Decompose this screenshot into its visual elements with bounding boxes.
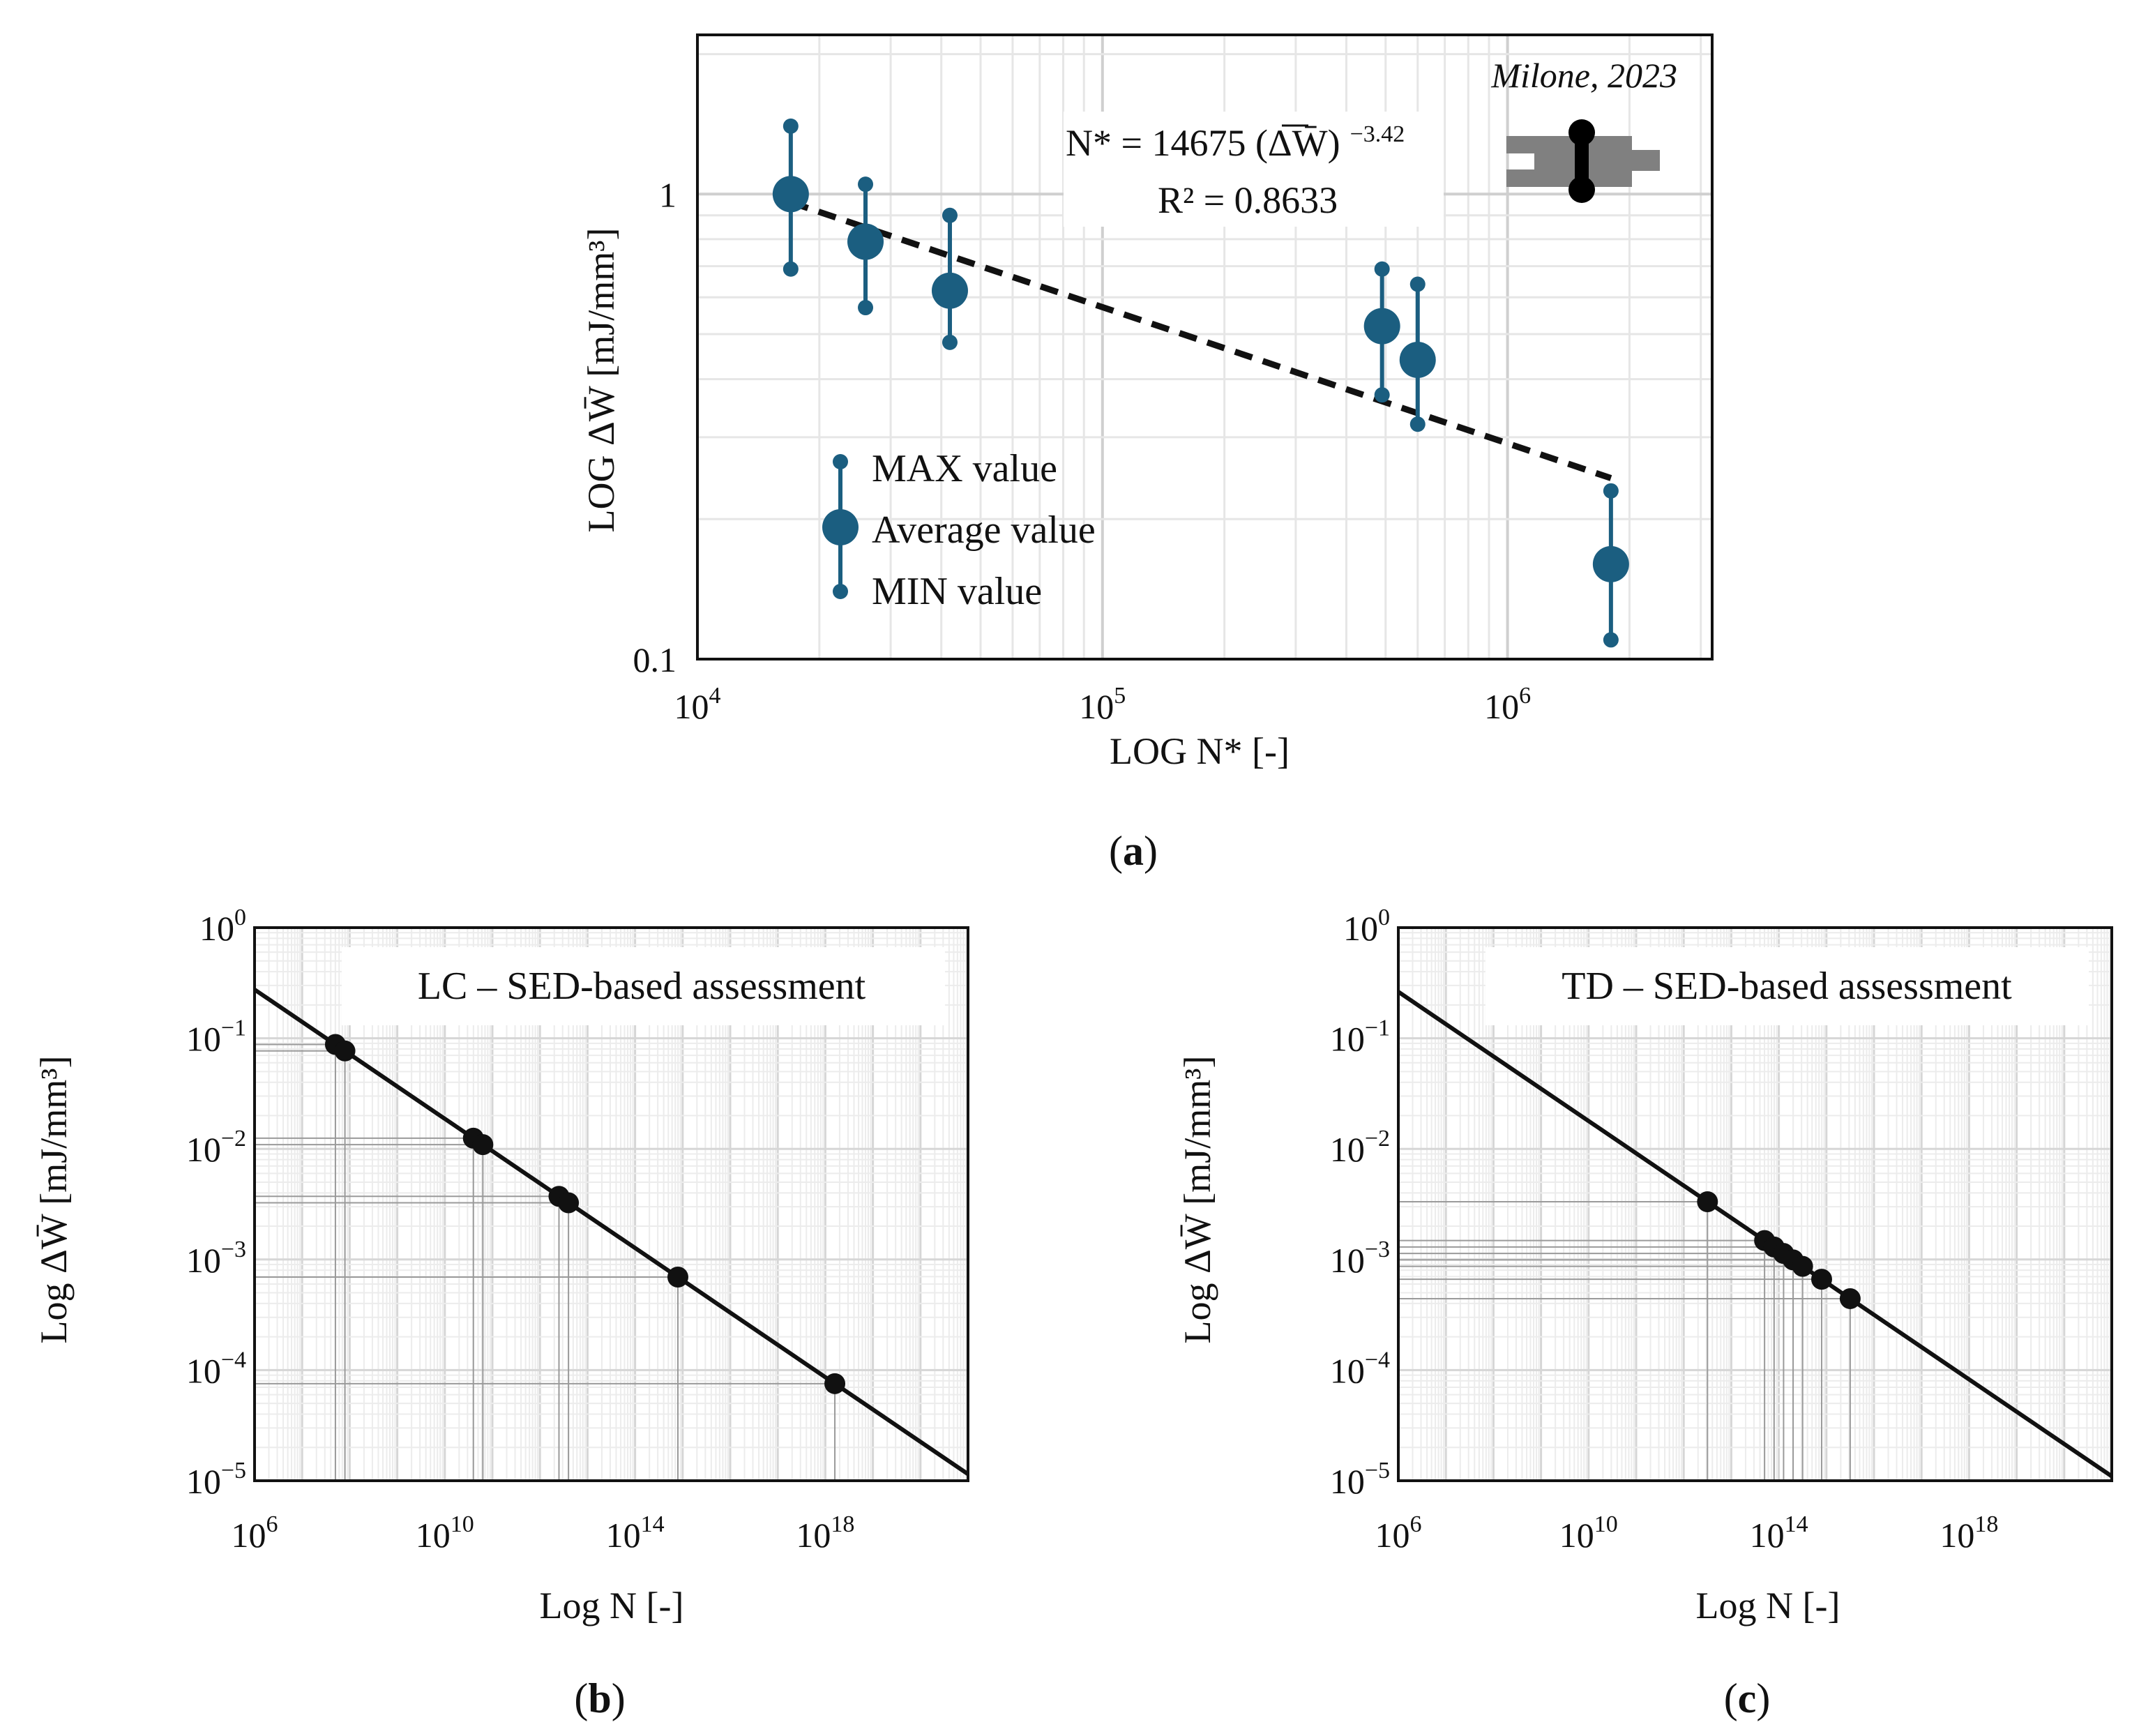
legend-label: Average value [872, 508, 1096, 552]
legend-max-marker [833, 454, 848, 469]
max-point [1374, 261, 1390, 277]
data-point [824, 1373, 846, 1394]
equation-box [1064, 112, 1444, 227]
chart-b-fit-line-group [253, 988, 969, 1476]
legend-label: MAX value [872, 447, 1057, 490]
y-tick-label: 10−1 [1330, 1016, 1390, 1059]
chart-c-tick-labels: 106 1010 1014 1018 100 10−1 10−2 10−3 10−4 10−5 [1330, 905, 1999, 1555]
specimen-icon [1506, 119, 1660, 203]
chart-b-frame [253, 926, 969, 1482]
chart-c-y-axis-label: Log ΔW̄ [mJ/mm³] [1177, 1056, 1218, 1344]
y-tick-label: 10−1 [186, 1016, 246, 1059]
x-tick-label: 1010 [416, 1511, 474, 1555]
max-point [1409, 276, 1426, 292]
max-point [1603, 483, 1619, 499]
y-tick-label: 100 [1343, 905, 1390, 948]
data-point [1697, 1191, 1718, 1213]
y-tick-label: 0.1 [633, 640, 677, 679]
average-point [1592, 545, 1629, 582]
y-tick-label: 10−2 [1330, 1126, 1390, 1169]
data-point [1792, 1255, 1813, 1277]
data-point [558, 1192, 580, 1214]
r2-text: R² = 0.8633 [1158, 179, 1338, 221]
x-tick-label: 106 [232, 1511, 278, 1555]
legend-label: MIN value [872, 570, 1042, 613]
legend-average-marker [822, 509, 859, 545]
chart-c-projection-lines [1398, 1201, 1851, 1481]
max-point [858, 176, 874, 193]
x-tick-label: 105 [1079, 683, 1126, 726]
y-tick-label: 10−3 [1330, 1237, 1390, 1280]
chart-a-legend: MAX value Average value MIN value [822, 447, 1096, 613]
min-point [783, 261, 799, 277]
average-point [847, 223, 884, 260]
min-point [1374, 387, 1390, 403]
chart-a-tick-labels: 104 105 106 0.1 1 [633, 175, 1532, 726]
x-tick-label: 1014 [1750, 1511, 1808, 1555]
average-point [931, 272, 968, 309]
chart-b-title: LC – SED-based assessment [418, 965, 866, 1008]
max-point [942, 207, 958, 223]
data-point [1810, 1269, 1832, 1290]
chart-b-points [324, 1034, 846, 1394]
x-tick-label: 1018 [796, 1511, 854, 1555]
chart-panel-c: TD – SED-based assessment 106 1010 1014 101… [1177, 905, 2113, 1626]
trendline [789, 199, 1612, 481]
x-tick-label: 106 [1375, 1511, 1422, 1555]
y-tick-label: 10−3 [186, 1237, 246, 1280]
average-point [1399, 342, 1436, 379]
y-tick-label: 100 [199, 905, 246, 948]
chart-panel-b: LC – SED-based assessment 106 1010 1014 101… [33, 905, 969, 1626]
chart-b-projection-lines [255, 1043, 836, 1481]
data-point [472, 1134, 494, 1156]
caption-c: (c) [1724, 1675, 1771, 1721]
chart-a-trendline-group [789, 199, 1612, 481]
x-tick-label: 104 [674, 683, 721, 726]
chart-c-frame [1397, 926, 2113, 1482]
fit-line [253, 988, 969, 1476]
data-point [334, 1040, 356, 1062]
chart-b-x-axis-label: Log N [-] [540, 1585, 684, 1626]
min-point [942, 334, 958, 350]
x-tick-label: 1014 [606, 1511, 665, 1555]
chart-a-frame [696, 33, 1714, 661]
chart-b-tick-labels: 106 1010 1014 1018 100 10−1 10−2 10−3 10−4 10−5 [186, 905, 855, 1555]
max-point [783, 118, 799, 134]
chart-panel-a: 104 105 106 0.1 1 N* = 14675 (ΔW̄) −3.42 R² =… [580, 33, 1714, 772]
y-tick-label: 1 [659, 175, 676, 214]
credit-text: Milone, 2023 [1490, 56, 1677, 95]
chart-c-title-box [1485, 947, 2089, 1025]
y-tick-label: 10−5 [186, 1458, 246, 1501]
chart-b-title-box [342, 947, 945, 1025]
y-tick-label: 10−5 [1330, 1458, 1390, 1501]
y-tick-label: 10−4 [186, 1347, 246, 1390]
chart-a-points [772, 118, 1629, 648]
legend-min-marker [833, 584, 848, 599]
fit-line [1397, 990, 2113, 1479]
x-tick-label: 1010 [1559, 1511, 1618, 1555]
chart-c-points [1697, 1191, 1861, 1309]
caption-b: (b) [574, 1675, 625, 1721]
min-point [858, 300, 874, 316]
data-point [1839, 1288, 1861, 1309]
chart-c-x-axis-label: Log N [-] [1696, 1585, 1840, 1626]
chart-c-fit-line-group [1397, 990, 2113, 1479]
x-tick-label: 106 [1484, 683, 1531, 726]
average-point [1363, 308, 1400, 345]
y-tick-label: 10−4 [1330, 1347, 1390, 1390]
y-tick-label: 10−2 [186, 1126, 246, 1169]
equation-text: N* = 14675 (ΔW̄) −3.42 [1066, 121, 1405, 164]
min-point [1409, 416, 1426, 432]
min-point [1603, 632, 1619, 648]
caption-a: (a) [1109, 828, 1158, 874]
average-point [772, 176, 809, 213]
chart-a-x-axis-label: LOG N* [-] [1110, 730, 1290, 772]
chart-c-title: TD – SED-based assessment [1562, 965, 2012, 1008]
x-tick-label: 1018 [1940, 1511, 1998, 1555]
data-point [667, 1266, 688, 1288]
chart-b-y-axis-label: Log ΔW̄ [mJ/mm³] [33, 1056, 75, 1344]
chart-a-y-axis-label: LOG ΔW̄ [mJ/mm³] [580, 228, 622, 533]
